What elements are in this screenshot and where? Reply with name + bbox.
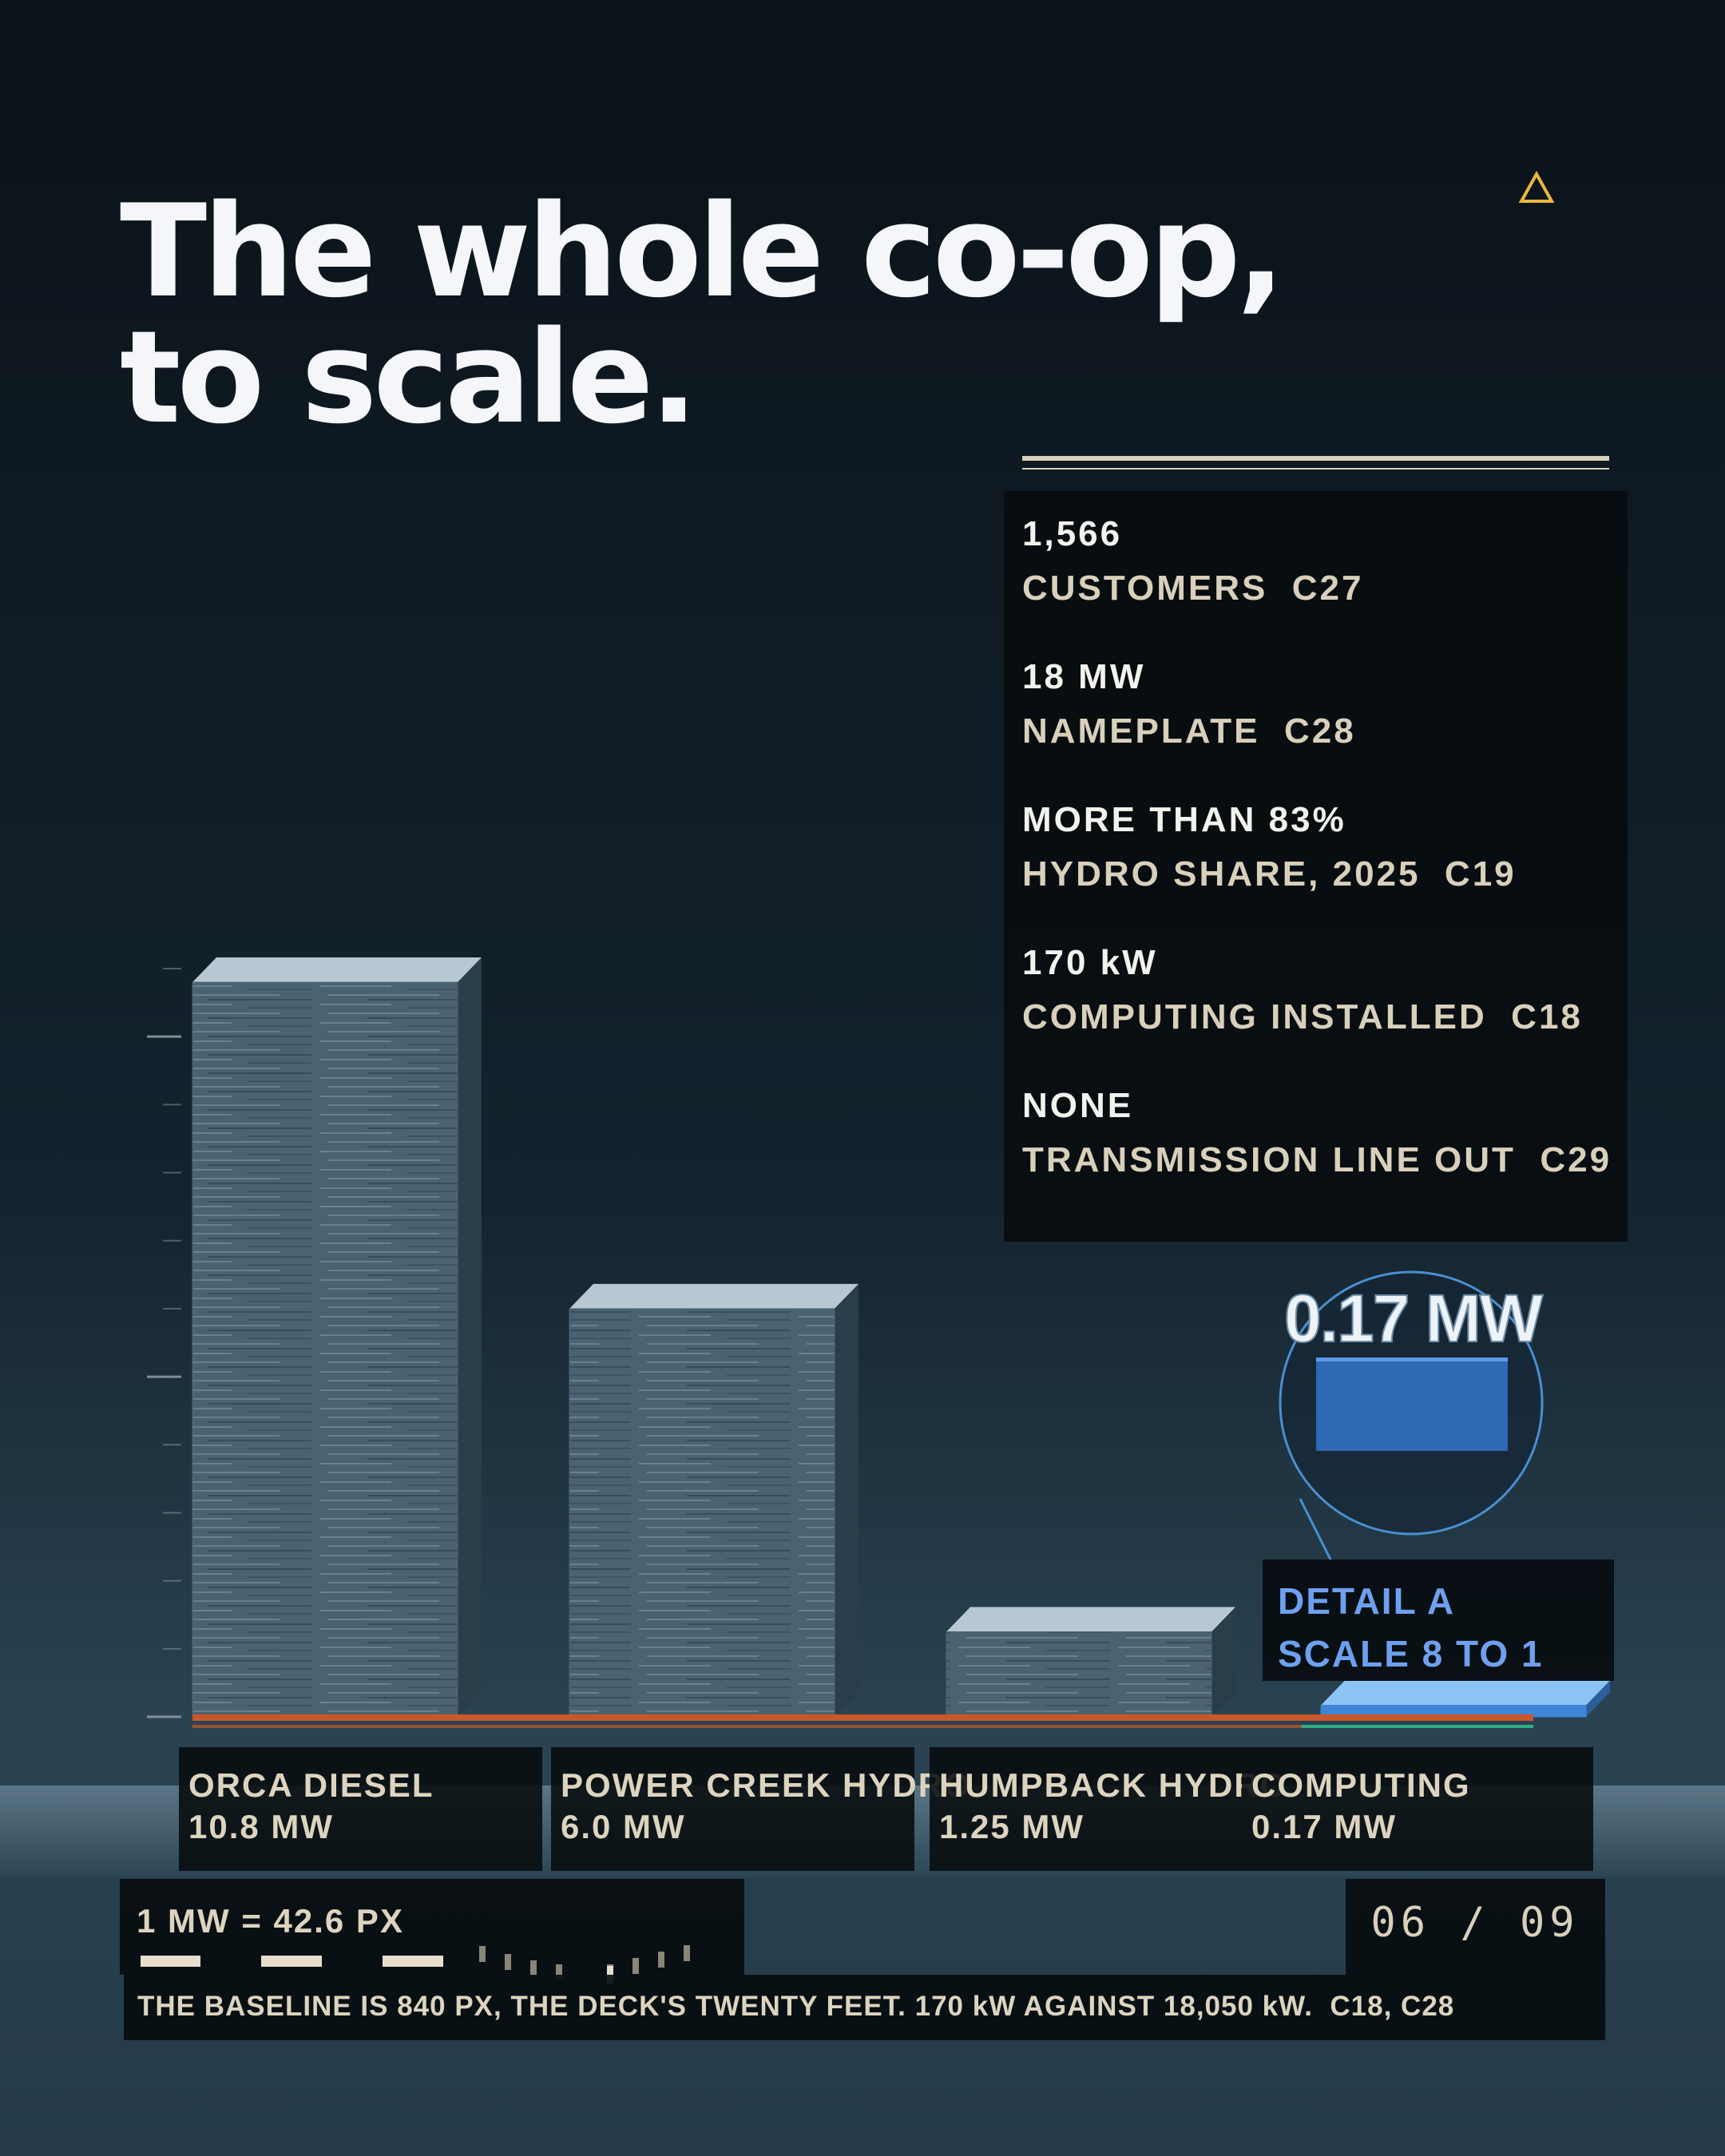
bar-top bbox=[946, 1607, 1235, 1632]
stat-value: MORE THAN 83% bbox=[1022, 800, 1346, 839]
bar-side bbox=[1211, 1607, 1235, 1717]
stats-list: 1,566 CUSTOMERS C27 18 MW NAMEPLATE C28 MORE… bbox=[1022, 514, 1612, 1179]
title-line: to scale. bbox=[120, 303, 694, 452]
stat-value: NONE bbox=[1022, 1086, 1133, 1125]
footnote-box bbox=[124, 1975, 1605, 2040]
label-box bbox=[930, 1747, 1242, 1871]
label-box bbox=[551, 1747, 914, 1871]
stat-value: 1,566 bbox=[1022, 514, 1122, 553]
bar-top bbox=[1321, 1680, 1610, 1706]
page-number: 06 / 09 bbox=[1370, 1899, 1579, 1947]
baseline-accent bbox=[192, 1725, 1533, 1728]
scale-segment bbox=[383, 1956, 443, 1967]
bar-side bbox=[458, 957, 482, 1717]
category-label: ORCA DIESEL bbox=[188, 1766, 434, 1804]
scale-note: 1 MW = 42.6 PX bbox=[137, 1902, 404, 1940]
detail-bar-top bbox=[1316, 1357, 1508, 1361]
category-label: HUMPBACK HYDRO bbox=[939, 1766, 1287, 1804]
bar-side bbox=[1586, 1680, 1610, 1717]
value-label: 1.25 MW bbox=[939, 1808, 1085, 1845]
label-box bbox=[1242, 1747, 1593, 1871]
category-label: POWER CREEK HYDRO bbox=[561, 1766, 972, 1804]
label-box bbox=[179, 1747, 542, 1871]
bar-top bbox=[192, 957, 482, 983]
detail-box bbox=[1263, 1560, 1614, 1681]
bar bbox=[192, 981, 458, 1718]
page-box bbox=[1346, 1879, 1605, 1975]
bar-side bbox=[835, 1283, 859, 1717]
detail-value-label: 0.17 MW bbox=[1284, 1281, 1544, 1356]
value-label: 0.17 MW bbox=[1251, 1808, 1397, 1845]
stats-panel bbox=[1004, 491, 1628, 1242]
stat-label: HYDRO SHARE, 2025 C19 bbox=[1022, 854, 1517, 894]
rule bbox=[1022, 468, 1609, 470]
bar bbox=[946, 1631, 1212, 1718]
detail-name: DETAIL A bbox=[1278, 1580, 1455, 1622]
triangle-icon bbox=[1518, 170, 1555, 203]
stat-label: COMPUTING INSTALLED C18 bbox=[1022, 997, 1583, 1036]
stat-value: 18 MW bbox=[1022, 657, 1145, 696]
baseline-accent bbox=[1302, 1725, 1533, 1728]
stat-label: CUSTOMERS C27 bbox=[1022, 569, 1364, 608]
baseline bbox=[192, 1714, 1533, 1721]
scale-segment bbox=[141, 1956, 200, 1967]
stat-value: 170 kW bbox=[1022, 943, 1158, 982]
detail-scale: SCALE 8 TO 1 bbox=[1278, 1633, 1543, 1674]
footnote: THE BASELINE IS 840 PX, THE DECK'S TWENT… bbox=[137, 1991, 1454, 2022]
scale-segment bbox=[261, 1956, 322, 1967]
rule bbox=[1022, 456, 1609, 461]
detail-magnified-bar bbox=[1316, 1357, 1508, 1451]
bar-top bbox=[569, 1283, 859, 1309]
leader-line bbox=[1299, 1498, 1333, 1562]
value-label: 10.8 MW bbox=[188, 1808, 334, 1845]
chart: ORCA DIESEL 10.8 MW POWER CREEK HYDRO 6.0 M… bbox=[147, 957, 1610, 1871]
category-label: COMPUTING bbox=[1251, 1766, 1471, 1804]
title-line: The whole co-op, bbox=[120, 176, 1281, 326]
bar bbox=[569, 1308, 835, 1718]
value-label: 6.0 MW bbox=[561, 1808, 686, 1845]
stat-label: NAMEPLATE C28 bbox=[1022, 711, 1356, 751]
stat-label: TRANSMISSION LINE OUT C29 bbox=[1022, 1140, 1612, 1179]
